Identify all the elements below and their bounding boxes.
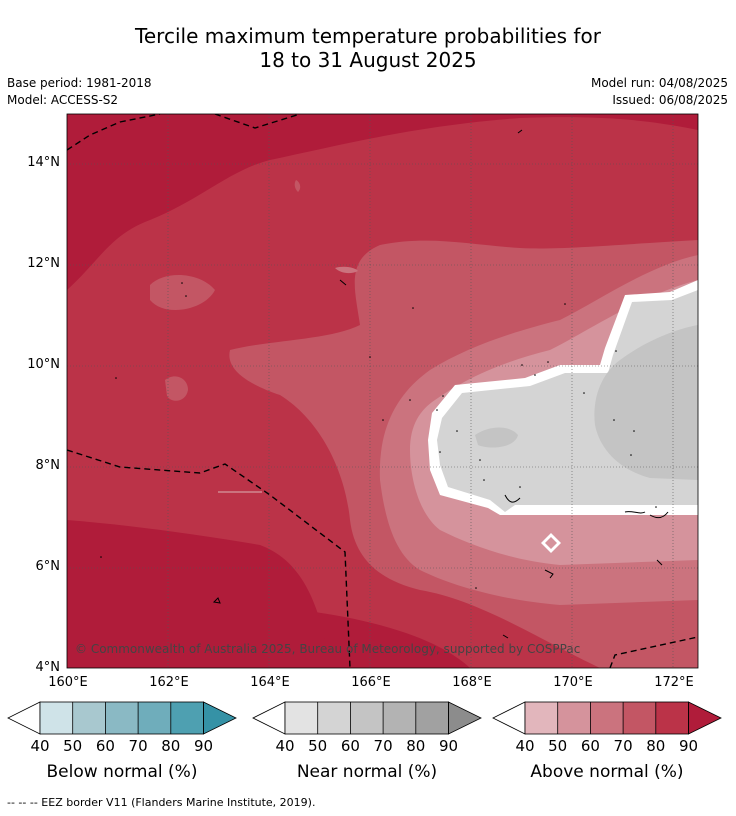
legend-near-tick: 50 (308, 737, 328, 755)
legend-above-label: Above normal (%) (530, 762, 684, 782)
legend-above-swatch-70 (623, 702, 656, 734)
legend-near-tick: 70 (373, 737, 393, 755)
legend-below-label: Below normal (%) (46, 762, 198, 782)
small-patch-north (294, 180, 301, 192)
legend-below-tick: 70 (128, 737, 148, 755)
lon-label-164e: 164°E (250, 675, 290, 690)
legend-near-swatch-60 (350, 702, 384, 734)
island-dots (100, 282, 657, 589)
lat-label-10n: 10°N (27, 357, 60, 372)
legend-below-tick: 90 (193, 737, 214, 755)
legend-below-tick: 80 (161, 737, 181, 755)
copyright-notice: © Commonwealth of Australia 2025, Bureau… (75, 642, 581, 656)
legend-above-swatch-60 (590, 702, 624, 734)
lat-label-6n: 6°N (35, 559, 61, 574)
legend-near-swatch-50 (317, 702, 351, 734)
eez-borders (67, 114, 698, 668)
lon-label-160e: 160°E (48, 675, 88, 690)
lon-label-168e: 168°E (452, 675, 492, 690)
lat-label-4n: 4°N (35, 660, 61, 675)
legend-above-swatch-50 (557, 702, 591, 734)
legend-near-swatch-70 (383, 702, 416, 734)
legend-below-swatch-70 (138, 702, 171, 734)
map-title-line2: 18 to 31 August 2025 (259, 48, 477, 72)
legend-near-normal (252, 701, 482, 735)
legend-below-tick: 50 (63, 737, 83, 755)
legend-above-normal (492, 701, 722, 735)
map-title-line1: Tercile maximum temperature probabilitie… (135, 24, 601, 48)
base-period: Base period: 1981-2018 (7, 76, 152, 90)
legend-below-swatch-60 (105, 702, 139, 734)
lat-label-8n: 8°N (35, 458, 61, 473)
legend-above-tick: 60 (580, 737, 600, 755)
lon-label-166e: 166°E (351, 675, 391, 690)
map-fill-layers (67, 114, 698, 668)
model-run: Model run: 04/08/2025 (590, 76, 728, 90)
legend-near-label: Near normal (%) (296, 762, 438, 782)
small-patch-west (165, 376, 188, 401)
diamond-patch-inner (545, 537, 557, 549)
legend-near-swatch-80 (415, 702, 449, 734)
lon-label-170e: 170°E (553, 675, 593, 690)
small-patch-mid (335, 266, 358, 274)
legend-below-tick: 60 (95, 737, 115, 755)
legend-above-tick: 70 (613, 737, 633, 755)
legend-above-tick: 40 (515, 737, 535, 755)
islands (212, 129, 669, 639)
legend-below-swatch-50 (72, 702, 106, 734)
band-above-90-lower (67, 520, 330, 668)
legend-below-tick: 40 (30, 737, 50, 755)
legend-above-tick: 80 (646, 737, 666, 755)
lon-label-172e: 172°E (654, 675, 694, 690)
legend-near-tick: 40 (275, 737, 295, 755)
legend-below-swatch-80 (170, 702, 204, 734)
map-frame (66, 113, 699, 669)
legend-above-tick: 50 (548, 737, 568, 755)
legend-near-swatch-40 (285, 702, 318, 734)
legend-near-tick: 60 (340, 737, 360, 755)
lon-label-162e: 162°E (149, 675, 189, 690)
issued-date: Issued: 06/08/2025 (612, 93, 728, 107)
legend-above-tick: 90 (678, 737, 699, 755)
legend-above-swatch-80 (655, 702, 689, 734)
legend-near-tick: 90 (438, 737, 459, 755)
legend-near-tick: 80 (406, 737, 426, 755)
map-gridlines (67, 114, 698, 668)
model-name: Model: ACCESS-S2 (7, 93, 119, 107)
lat-label-14n: 14°N (27, 155, 60, 170)
band-near-70 (475, 325, 698, 480)
legend-below-normal (7, 701, 237, 735)
lat-label-12n: 12°N (27, 256, 60, 271)
eez-footnote: -- -- -- EEZ border V11 (Flanders Marine… (7, 796, 316, 809)
legend-above-swatch-40 (525, 702, 558, 734)
legend-below-swatch-40 (40, 702, 73, 734)
